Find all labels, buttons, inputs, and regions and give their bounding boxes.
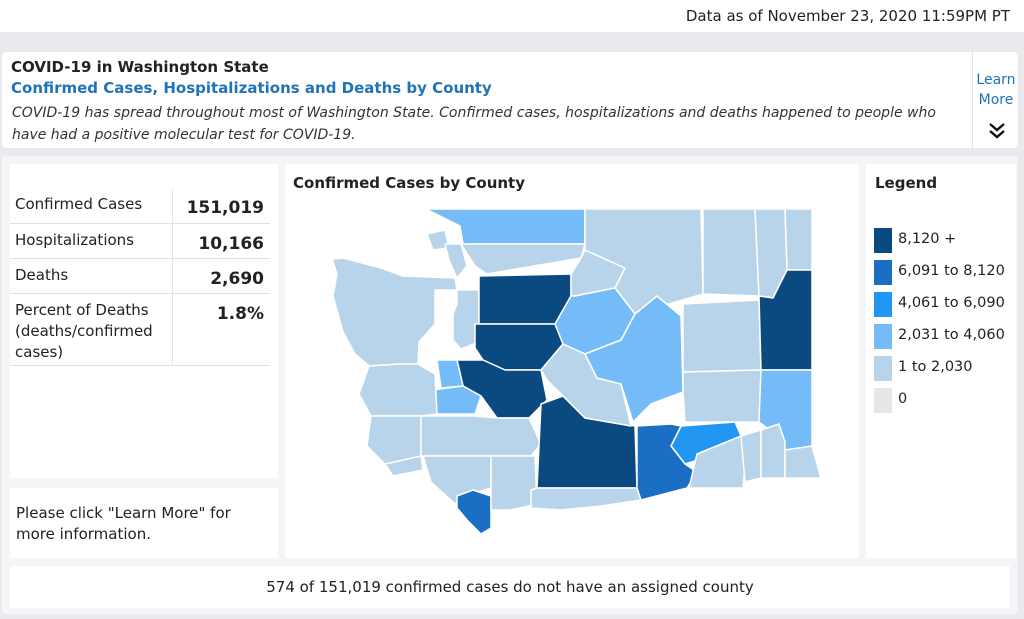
county-grays-harbor[interactable] — [358, 363, 438, 417]
legend-label: 4,061 to 6,090 — [898, 295, 1005, 311]
county-snohomish[interactable] — [478, 273, 572, 325]
stat-row-hospitalizations: Hospitalizations 10,166 — [10, 224, 270, 259]
stat-value: 10,166 — [198, 234, 264, 254]
legend-swatch — [874, 228, 892, 253]
data-as-of-label: Data as of November 23, 2020 11:59PM PT — [685, 7, 1010, 25]
county-klickitat[interactable] — [530, 487, 642, 511]
unassigned-cases-note: 574 of 151,019 confirmed cases do not ha… — [10, 566, 1010, 608]
stat-divider — [172, 259, 173, 293]
note-text: Please click "Learn More" for more infor… — [16, 504, 231, 543]
stat-row-percent-deaths: Percent of Deaths (deaths/confirmed case… — [10, 294, 270, 366]
stat-row-confirmed-cases: Confirmed Cases 151,019 — [10, 188, 270, 224]
stat-label: Hospitalizations — [15, 231, 134, 249]
county-skamania[interactable] — [490, 455, 538, 511]
county-benton[interactable] — [636, 423, 698, 501]
county-adams[interactable] — [682, 369, 762, 423]
map-title: Confirmed Cases by County — [293, 174, 526, 192]
legend-title: Legend — [875, 174, 938, 192]
county-pacific[interactable] — [366, 415, 422, 465]
legend-swatch — [874, 388, 892, 413]
stat-value: 2,690 — [210, 269, 264, 289]
legend-item-8120-plus: 8,120 + — [874, 226, 1014, 253]
stat-value: 151,019 — [186, 198, 264, 218]
legend-item-4061-6090: 4,061 to 6,090 — [874, 290, 1014, 317]
legend-item-zero: 0 — [874, 386, 1014, 413]
legend-swatch — [874, 260, 892, 285]
learn-more-note: Please click "Learn More" for more infor… — [10, 488, 278, 558]
county-clallam-jefferson-region[interactable] — [331, 257, 458, 367]
stats-table: Confirmed Cases 151,019 Hospitalizations… — [10, 164, 278, 478]
county-lincoln[interactable] — [682, 299, 762, 373]
county-lewis[interactable] — [420, 415, 542, 457]
double-chevron-down-icon[interactable] — [987, 122, 1007, 140]
county-ferry[interactable] — [702, 208, 760, 297]
county-clark[interactable] — [456, 489, 492, 535]
legend-label: 8,120 + — [898, 231, 957, 247]
county-columbia[interactable] — [740, 429, 762, 483]
stat-value: 1.8% — [216, 304, 264, 324]
legend-item-6091-8120: 6,091 to 8,120 — [874, 258, 1014, 285]
county-wahkiakum[interactable] — [384, 455, 424, 477]
legend-swatch — [874, 324, 892, 349]
stat-label: Confirmed Cases — [15, 195, 143, 213]
county-island[interactable] — [444, 243, 468, 279]
legend-item-1-2030: 1 to 2,030 — [874, 354, 1014, 381]
county-whatcom[interactable] — [425, 208, 586, 245]
stat-divider — [172, 188, 173, 223]
info-subtitle: Confirmed Cases, Hospitalizations and De… — [11, 79, 492, 97]
legend-label: 6,091 to 8,120 — [898, 263, 1005, 279]
county-garfield[interactable] — [760, 423, 786, 479]
stat-label: Percent of Deaths (deaths/confirmed case… — [15, 301, 153, 361]
county-asotin[interactable] — [784, 445, 822, 479]
learn-more-label[interactable]: Learn More — [976, 72, 1016, 108]
county-grant[interactable] — [584, 295, 684, 423]
info-description: COVID-19 has spread throughout most of W… — [12, 105, 936, 143]
legend-item-2031-4060: 2,031 to 4,060 — [874, 322, 1014, 349]
legend-label: 2,031 to 4,060 — [898, 327, 1005, 343]
stat-label: Deaths — [15, 266, 69, 284]
info-panel: COVID-19 in Washington State Confirmed C… — [2, 52, 1018, 148]
stat-row-deaths: Deaths 2,690 — [10, 259, 270, 294]
legend-panel: Legend 8,120 + 6,091 to 8,120 4,061 to 6… — [866, 164, 1016, 558]
legend-swatch — [874, 292, 892, 317]
stat-divider — [172, 224, 173, 258]
legend-label: 0 — [898, 391, 908, 407]
legend-label: 1 to 2,030 — [898, 359, 973, 375]
county-map-panel: Confirmed Cases by County — [285, 164, 859, 558]
learn-more-button[interactable]: Learn More — [972, 52, 1019, 148]
county-skagit[interactable] — [460, 243, 586, 275]
stat-divider — [172, 294, 173, 365]
county-pend-oreille[interactable] — [784, 208, 813, 271]
info-title: COVID-19 in Washington State — [11, 58, 269, 76]
main-panel: Confirmed Cases 151,019 Hospitalizations… — [2, 156, 1018, 614]
legend-swatch — [874, 356, 892, 381]
washington-county-map[interactable] — [285, 164, 859, 558]
